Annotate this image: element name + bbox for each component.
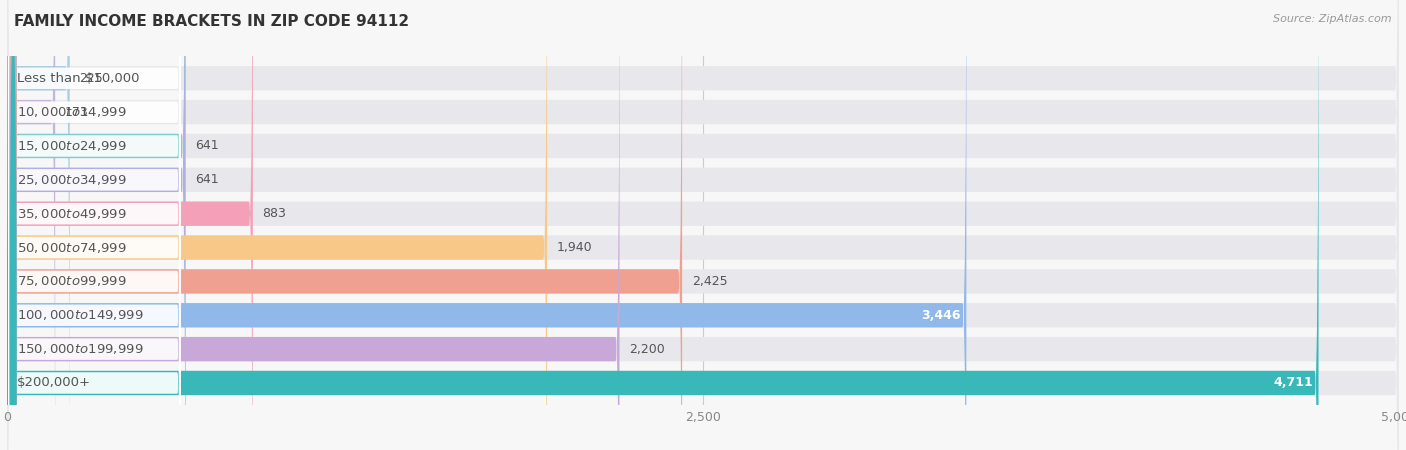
- FancyBboxPatch shape: [8, 0, 181, 450]
- Text: $25,000 to $34,999: $25,000 to $34,999: [17, 173, 127, 187]
- FancyBboxPatch shape: [7, 0, 70, 450]
- FancyBboxPatch shape: [7, 0, 1399, 450]
- FancyBboxPatch shape: [7, 0, 966, 450]
- Text: $75,000 to $99,999: $75,000 to $99,999: [17, 274, 127, 288]
- Text: 173: 173: [65, 106, 89, 119]
- Circle shape: [10, 10, 15, 450]
- Text: 641: 641: [195, 140, 219, 153]
- Text: $15,000 to $24,999: $15,000 to $24,999: [17, 139, 127, 153]
- FancyBboxPatch shape: [8, 0, 181, 450]
- FancyBboxPatch shape: [7, 0, 1399, 450]
- Text: 641: 641: [195, 173, 219, 186]
- FancyBboxPatch shape: [7, 0, 1399, 450]
- Text: $50,000 to $74,999: $50,000 to $74,999: [17, 241, 127, 255]
- FancyBboxPatch shape: [7, 0, 1399, 450]
- FancyBboxPatch shape: [7, 0, 1319, 450]
- FancyBboxPatch shape: [7, 0, 1399, 450]
- FancyBboxPatch shape: [7, 0, 547, 450]
- Text: 4,711: 4,711: [1274, 377, 1313, 390]
- FancyBboxPatch shape: [7, 0, 620, 450]
- Circle shape: [10, 0, 15, 450]
- FancyBboxPatch shape: [8, 0, 181, 450]
- Circle shape: [10, 45, 15, 450]
- Text: $100,000 to $149,999: $100,000 to $149,999: [17, 308, 143, 322]
- FancyBboxPatch shape: [8, 0, 181, 450]
- Text: Less than $10,000: Less than $10,000: [17, 72, 139, 85]
- Text: $200,000+: $200,000+: [17, 377, 91, 390]
- Text: 2,425: 2,425: [692, 275, 727, 288]
- Text: $10,000 to $14,999: $10,000 to $14,999: [17, 105, 127, 119]
- Text: FAMILY INCOME BRACKETS IN ZIP CODE 94112: FAMILY INCOME BRACKETS IN ZIP CODE 94112: [14, 14, 409, 28]
- Text: 3,446: 3,446: [921, 309, 960, 322]
- Text: $150,000 to $199,999: $150,000 to $199,999: [17, 342, 143, 356]
- Text: Source: ZipAtlas.com: Source: ZipAtlas.com: [1274, 14, 1392, 23]
- FancyBboxPatch shape: [8, 0, 181, 450]
- FancyBboxPatch shape: [8, 0, 181, 450]
- FancyBboxPatch shape: [7, 0, 1399, 450]
- FancyBboxPatch shape: [7, 0, 186, 450]
- FancyBboxPatch shape: [7, 0, 1399, 450]
- FancyBboxPatch shape: [8, 0, 181, 450]
- FancyBboxPatch shape: [8, 0, 181, 450]
- Text: 1,940: 1,940: [557, 241, 592, 254]
- Circle shape: [10, 0, 15, 417]
- FancyBboxPatch shape: [7, 0, 682, 450]
- Circle shape: [10, 0, 15, 450]
- FancyBboxPatch shape: [7, 0, 1399, 450]
- FancyBboxPatch shape: [7, 0, 253, 450]
- Circle shape: [10, 0, 15, 450]
- FancyBboxPatch shape: [8, 0, 181, 450]
- Text: 883: 883: [263, 207, 287, 220]
- Text: $35,000 to $49,999: $35,000 to $49,999: [17, 207, 127, 220]
- Circle shape: [10, 0, 15, 450]
- FancyBboxPatch shape: [7, 0, 55, 450]
- FancyBboxPatch shape: [8, 0, 181, 450]
- FancyBboxPatch shape: [7, 0, 186, 450]
- Circle shape: [10, 0, 15, 450]
- FancyBboxPatch shape: [7, 0, 1399, 450]
- Circle shape: [10, 0, 15, 450]
- FancyBboxPatch shape: [7, 0, 1399, 450]
- Circle shape: [10, 0, 15, 450]
- Text: 2,200: 2,200: [630, 342, 665, 356]
- Text: 225: 225: [79, 72, 103, 85]
